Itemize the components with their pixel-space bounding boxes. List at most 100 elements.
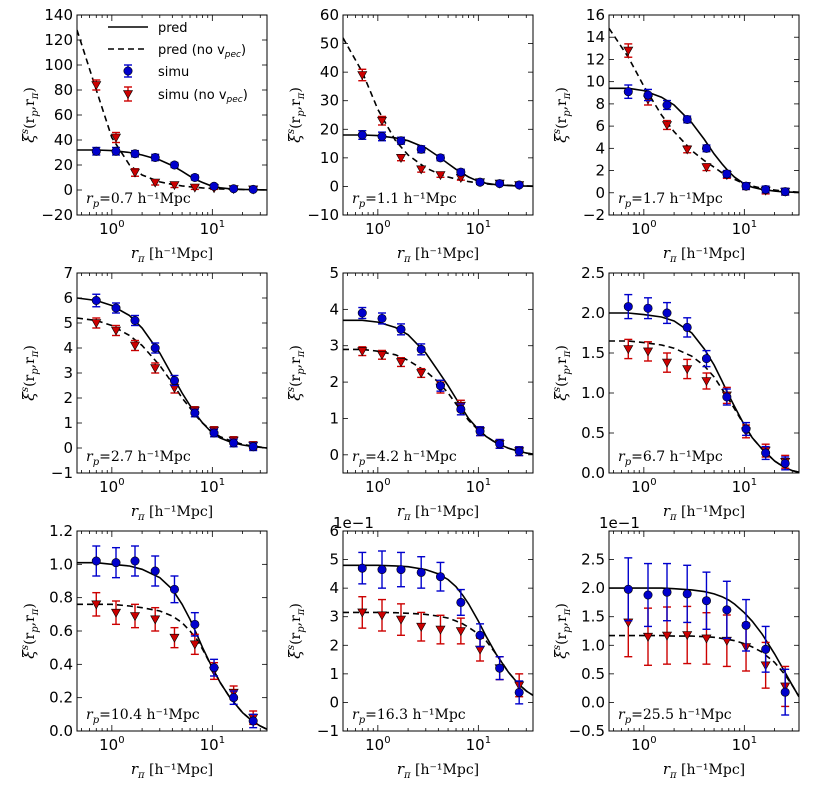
xtick-label: 100	[99, 477, 124, 496]
y-axis-label: ξs(rp,rπ)	[19, 345, 41, 401]
simu-nov-point	[169, 181, 180, 191]
plot-area	[77, 29, 267, 195]
ytick-label: 2.0	[581, 304, 605, 322]
simu-point	[169, 584, 179, 594]
ytick-label: 14	[586, 28, 605, 46]
simu-point	[130, 556, 140, 566]
simu-point	[780, 187, 790, 197]
simu-nov-point	[91, 81, 102, 91]
y-axis-label: ξs(rp,rπ)	[551, 603, 573, 659]
x-axis-label: rπ [h⁻¹Mpc]	[397, 760, 479, 781]
xtick-label: 100	[365, 477, 390, 496]
plot-area	[609, 27, 799, 197]
ytick-label: −2	[583, 206, 605, 224]
legend-pred-label: pred	[158, 21, 188, 36]
simu-nov-point	[623, 345, 634, 355]
ytick-label: 5	[63, 314, 73, 332]
ytick-label: 6	[595, 117, 605, 135]
simu-point	[662, 587, 672, 597]
xtick-label: 101	[200, 219, 225, 238]
pred-line	[77, 297, 267, 449]
pred-nov-line	[343, 37, 533, 187]
plot-area	[343, 550, 533, 705]
simu-point	[130, 149, 140, 159]
ytick-label: 0	[595, 184, 605, 202]
ytick-label: 1	[329, 409, 339, 427]
simu-point	[682, 322, 692, 332]
simu-nov-point	[642, 632, 654, 642]
rp-annotation: rp=6.7 h⁻¹Mpc	[618, 449, 723, 468]
pred-nov-line	[343, 611, 533, 696]
simu-point	[435, 572, 445, 582]
xtick-label: 100	[631, 735, 656, 754]
plot-area	[77, 545, 267, 731]
simu-point	[456, 167, 466, 177]
simu-nov-point	[682, 631, 693, 641]
legend-simu-nov-label: simu (no vpec)	[158, 88, 248, 105]
simu-point	[91, 556, 101, 566]
panel-5: 0 1 2 3 4 5 100 101 rp=4.2 h⁻¹Mpc rπ [h⁻¹Mpc] ξs(r…	[285, 264, 534, 523]
simu-nov-point	[701, 163, 712, 173]
ytick-label: 2	[595, 162, 605, 180]
simu-nov-point	[357, 71, 368, 81]
xtick-label: 100	[365, 219, 390, 238]
simu-point	[514, 687, 524, 697]
panel-6: 0.0 0.5 1.0 1.5 2.0 2.5 100 101 rp=6.7 h⁻¹Mpc rπ …	[551, 264, 800, 523]
ytick-label: 0.5	[581, 424, 605, 442]
simu-nov-point	[395, 615, 407, 625]
ytick-label: 2	[329, 636, 339, 654]
simu-point	[475, 177, 485, 187]
simu-point	[209, 663, 219, 673]
panel-8: −1 0 1 2 3 4 5 6 100 101 1e−1 rp=16.3 h⁻¹Mpc rπ [h⁻¹…	[285, 514, 534, 781]
simu-point	[514, 446, 524, 456]
ytick-label: −1	[51, 464, 73, 482]
simu-point	[229, 184, 239, 194]
y-axis-label: ξs(rp,rπ)	[551, 345, 573, 401]
simu-nov-point	[416, 622, 427, 632]
simu-point	[357, 308, 367, 318]
pred-line	[343, 564, 533, 696]
simu-point	[701, 354, 711, 364]
simu-point	[682, 589, 692, 599]
simu-point	[741, 181, 751, 191]
y-axis-label: ξs(rp,rπ)	[19, 87, 41, 143]
simu-point	[662, 308, 672, 318]
simu-nov-point	[395, 154, 407, 163]
ytick-label: 5	[329, 264, 339, 282]
axis-exponent: 1e−1	[333, 514, 374, 532]
simu-point	[643, 590, 653, 600]
simu-point	[91, 146, 101, 156]
plot-area	[609, 557, 799, 716]
plot-area	[609, 293, 799, 473]
axes-frame	[608, 530, 800, 732]
ytick-label: 140	[44, 6, 73, 24]
simu-point	[643, 303, 653, 313]
simu-point	[741, 424, 751, 434]
simu-point	[456, 597, 466, 607]
simu-point	[248, 184, 258, 194]
simu-nov-point	[129, 341, 141, 351]
xtick-label: 100	[631, 477, 656, 496]
simu-point	[248, 716, 258, 726]
simu-point	[643, 90, 653, 100]
simu-point	[662, 100, 672, 110]
simu-point	[780, 458, 790, 468]
ytick-label: −10	[307, 206, 339, 224]
pred-nov-line	[609, 634, 799, 698]
simu-point	[229, 693, 239, 703]
simu-point	[150, 343, 160, 353]
xtick-label: 100	[365, 735, 390, 754]
ytick-label: 12	[586, 50, 605, 68]
panel-3: −2 0 2 4 6 8 10 12 14 16 100 101 rp=1.7 h⁻¹Mpc rπ [h⁻…	[551, 6, 800, 265]
simu-nov-point	[357, 347, 368, 357]
simu-point	[416, 344, 426, 354]
simu-point	[357, 130, 367, 140]
ytick-label: −0.5	[569, 722, 605, 740]
simu-nov-point	[91, 600, 102, 610]
ytick-label: 10	[586, 73, 605, 91]
xtick-label: 100	[631, 219, 656, 238]
axes-frame	[342, 530, 534, 732]
simu-point	[475, 630, 485, 640]
simu-nov-point	[357, 608, 368, 618]
